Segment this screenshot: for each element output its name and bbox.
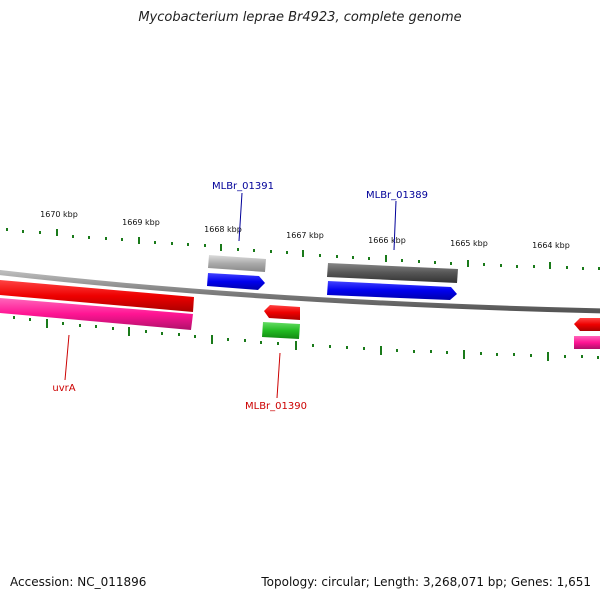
gene-label[interactable]: uvrA xyxy=(52,383,75,394)
gene-mlbr-01389[interactable] xyxy=(327,263,458,283)
ruler-label: 1670 kbp xyxy=(40,210,78,219)
gene-mlbr-01390[interactable] xyxy=(262,322,300,339)
gene-label[interactable]: MLBr_01389 xyxy=(366,190,428,201)
outer-tick-ruler xyxy=(6,228,600,270)
gene-uvra[interactable] xyxy=(0,298,193,330)
ruler-label: 1666 kbp xyxy=(368,236,406,245)
inner-tick-ruler xyxy=(13,316,599,361)
gene-label[interactable]: MLBr_01390 xyxy=(245,401,307,412)
cds-mlbr-01389[interactable] xyxy=(327,281,457,300)
ruler-label: 1665 kbp xyxy=(450,239,488,248)
genome-summary-text: Topology: circular; Length: 3,268,071 bp… xyxy=(261,575,591,589)
label-leader-line xyxy=(393,200,397,251)
label-leader-line xyxy=(276,352,281,399)
ruler-label: 1669 kbp xyxy=(122,218,160,227)
ruler-label: 1667 kbp xyxy=(286,231,324,240)
ruler-label: 1668 kbp xyxy=(204,225,242,234)
ruler-labels: 1670 kbp 1669 kbp 1668 kbp 1667 kbp 1666… xyxy=(40,210,570,250)
cds-uvra[interactable] xyxy=(0,280,194,312)
label-leader-line xyxy=(64,334,70,381)
gene-right-edge[interactable] xyxy=(574,336,600,349)
genome-backbone xyxy=(0,270,600,314)
gene-label[interactable]: MLBr_01391 xyxy=(212,181,274,192)
cds-mlbr-01390[interactable] xyxy=(264,305,300,320)
ruler-label: 1664 kbp xyxy=(532,241,570,250)
accession-text: Accession: NC_011896 xyxy=(10,575,147,589)
label-leader-line xyxy=(238,192,243,242)
map-title: Mycobacterium leprae Br4923, complete ge… xyxy=(138,10,462,25)
cds-right-edge[interactable] xyxy=(574,318,600,331)
gene-mlbr-01391[interactable] xyxy=(208,255,266,272)
cds-mlbr-01391[interactable] xyxy=(207,273,265,290)
